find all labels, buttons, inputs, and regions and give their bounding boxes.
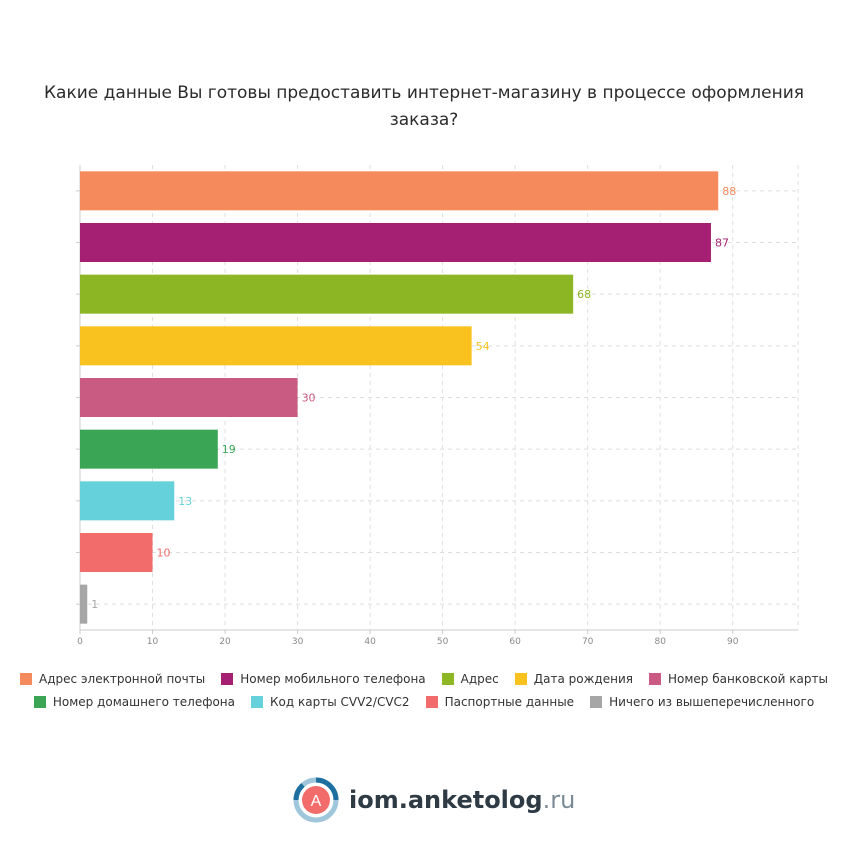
bar-value-label: 68 xyxy=(577,288,591,301)
legend-item-address[interactable]: Адрес xyxy=(441,672,499,686)
bar-value-label: 54 xyxy=(476,340,490,353)
legend-item-email[interactable]: Адрес электронной почты xyxy=(20,672,205,686)
x-tick-label: 40 xyxy=(364,637,376,647)
legend-label: Код карты CVV2/CVC2 xyxy=(270,695,410,709)
legend-item-home-phone[interactable]: Номер домашнего телефона xyxy=(33,695,236,709)
site-name: iom.anketolog.ru xyxy=(349,786,575,814)
x-tick-label: 50 xyxy=(437,637,449,647)
legend-label: Дата рождения xyxy=(533,672,633,686)
legend-swatch xyxy=(648,673,661,685)
legend-item-bank-card[interactable]: Номер банковской карты xyxy=(648,672,828,686)
legend-swatch xyxy=(441,673,454,685)
x-tick-label: 20 xyxy=(219,637,231,647)
legend-swatch xyxy=(20,673,33,685)
legend-label: Номер мобильного телефона xyxy=(240,672,426,686)
legend-item-cvv-code[interactable]: Код карты CVV2/CVC2 xyxy=(251,695,410,709)
chart-title: Какие данные Вы готовы предоставить инте… xyxy=(43,83,805,130)
legend-swatch xyxy=(590,696,603,708)
legend-label: Номер банковской карты xyxy=(667,672,828,686)
bar-chart: 0 10 20 30 40 50 60 70 80 90 88 87 68 54 30 19 13 10 1 xyxy=(76,165,799,647)
x-tick-label: 80 xyxy=(654,637,666,647)
x-tick-label: 90 xyxy=(727,637,739,647)
bar xyxy=(80,429,218,469)
legend-item-none[interactable]: Ничего из вышеперечисленного xyxy=(590,695,814,709)
bar xyxy=(80,223,711,262)
legend-item-passport[interactable]: Паспортные данные xyxy=(425,695,575,709)
legend-label: Адрес xyxy=(460,672,499,686)
bar xyxy=(80,378,298,417)
x-tick-label: 70 xyxy=(582,637,594,647)
bar-value-label: 88 xyxy=(722,185,736,198)
bar xyxy=(80,481,175,521)
bar xyxy=(80,584,88,624)
legend-label: Паспортные данные xyxy=(444,695,575,709)
x-tick-label: 0 xyxy=(77,637,83,647)
site-tld: .ru xyxy=(542,786,576,814)
x-tick-label: 30 xyxy=(292,637,304,647)
legend-swatch xyxy=(33,696,46,708)
legend-item-birthdate[interactable]: Дата рождения xyxy=(514,672,633,686)
legend-label: Адрес электронной почты xyxy=(39,672,206,686)
bar xyxy=(80,533,153,572)
legend-swatch xyxy=(425,696,438,708)
bar-value-label: 1 xyxy=(91,598,98,611)
legend-label: Номер домашнего телефона xyxy=(52,695,236,709)
bar-value-label: 10 xyxy=(157,547,171,560)
anketolog-logo-icon: A xyxy=(293,777,339,823)
legend-swatch xyxy=(514,673,527,685)
legend-swatch xyxy=(251,696,264,708)
site-name-main: iom.anketolog xyxy=(349,786,543,814)
bar-value-label: 87 xyxy=(715,237,729,250)
bar xyxy=(80,274,574,314)
legend-swatch xyxy=(221,673,234,685)
bar xyxy=(80,326,472,366)
logo-letter: A xyxy=(311,793,322,810)
x-tick-label: 10 xyxy=(147,637,159,647)
legend-label: Ничего из вышеперечисленного xyxy=(609,695,815,709)
legend-row-2: Номер домашнего телефона Код карты CVV2/… xyxy=(20,695,828,709)
bar xyxy=(80,171,719,211)
x-tick-label: 60 xyxy=(509,637,521,647)
legend-row-1: Адрес электронной почты Номер мобильного… xyxy=(20,672,828,686)
chart-legend: Адрес электронной почты Номер мобильного… xyxy=(20,672,828,718)
bar-value-label: 19 xyxy=(222,443,236,456)
legend-item-mobile-phone[interactable]: Номер мобильного телефона xyxy=(221,672,426,686)
footer-logo[interactable]: A iom.anketolog.ru xyxy=(293,775,593,825)
bar-value-label: 13 xyxy=(178,495,192,508)
bar-value-label: 30 xyxy=(302,392,316,405)
